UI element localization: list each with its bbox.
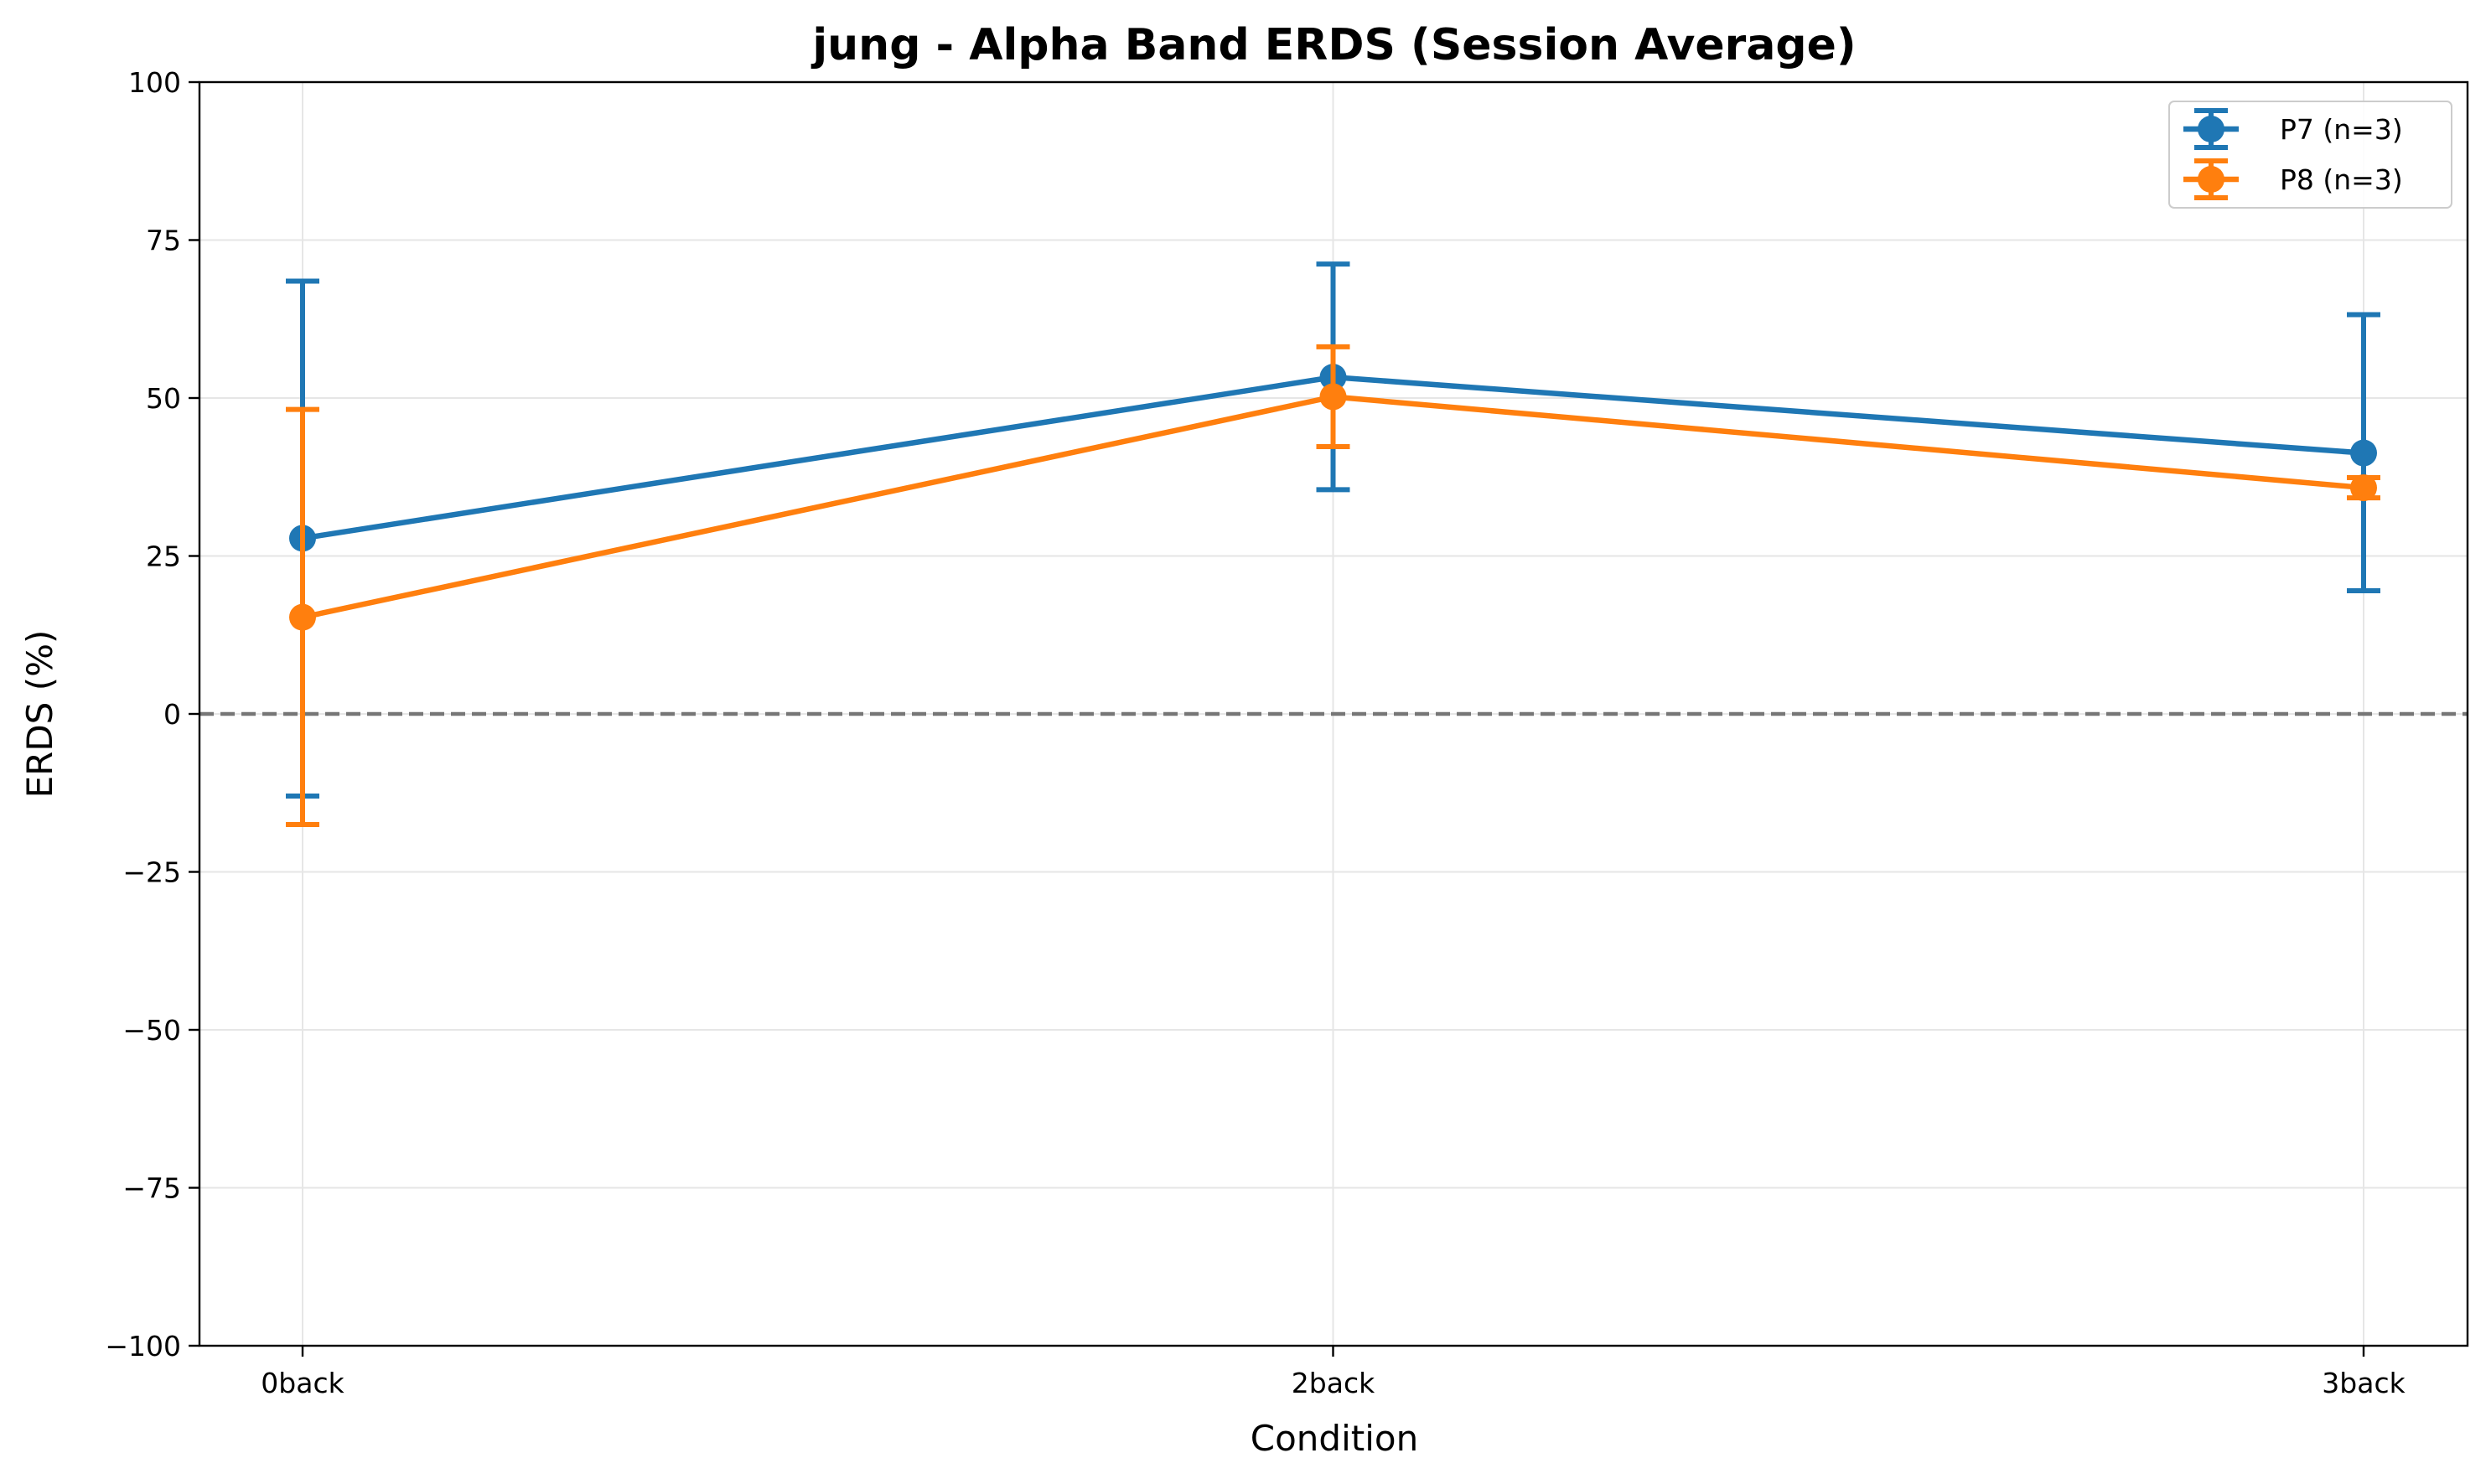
x-tick-label: 2back [1292, 1367, 1375, 1399]
x-axis-label: Condition [1251, 1418, 1418, 1459]
y-axis: −100 −75 −50 −25 0 25 50 75 100 [105, 66, 199, 1362]
legend-entry: P7 (n=3) [2183, 108, 2403, 150]
legend-marker [2198, 166, 2224, 193]
x-tick-label: 0back [261, 1367, 344, 1399]
legend-label: P7 (n=3) [2280, 113, 2403, 146]
chart-title: jung - Alpha Band ERDS (Session Average) [810, 20, 1856, 70]
y-tick-label: −75 [122, 1172, 181, 1205]
data-point [2350, 439, 2377, 467]
y-tick-label: 50 [146, 382, 181, 415]
series-layer [286, 261, 2380, 827]
y-tick-label: −100 [105, 1330, 181, 1362]
data-point [2350, 474, 2377, 502]
y-tick-label: 25 [146, 540, 181, 573]
series-2 [286, 344, 2380, 827]
y-axis-label: ERDS (%) [19, 630, 60, 799]
x-tick-label: 3back [2322, 1367, 2406, 1399]
legend-label: P8 (n=3) [2280, 163, 2403, 196]
legend-marker [2198, 116, 2224, 142]
y-tick-label: 0 [163, 698, 181, 731]
y-tick-label: −50 [122, 1014, 181, 1047]
legend-box [2168, 101, 2452, 209]
legend: P7 (n=3) P8 (n=3) [2168, 101, 2452, 209]
x-axis: 0back 2back 3back [261, 1346, 2406, 1399]
data-point [1319, 383, 1347, 411]
legend-entry: P8 (n=3) [2183, 158, 2403, 200]
y-tick-label: 100 [128, 66, 181, 99]
y-tick-label: 75 [146, 225, 181, 257]
y-tick-label: −25 [122, 856, 181, 889]
data-point [289, 603, 316, 631]
